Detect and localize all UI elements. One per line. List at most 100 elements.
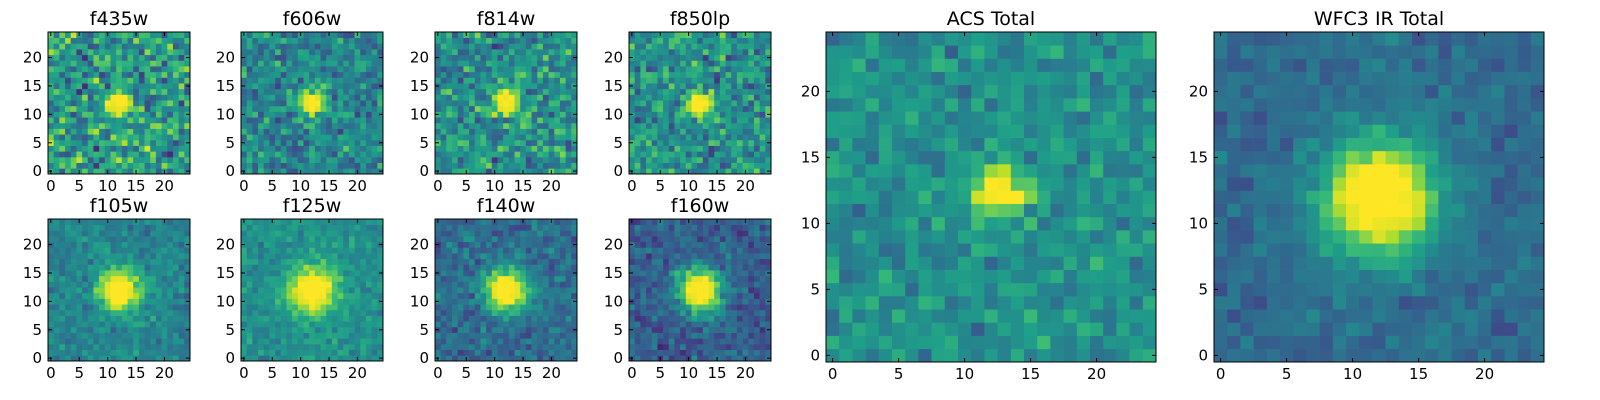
heatmap-cell [87, 128, 94, 135]
heatmap-cell [337, 281, 344, 288]
heatmap-cell [452, 321, 459, 328]
heatmap-cell [520, 37, 527, 44]
heatmap-cell [48, 264, 55, 271]
heatmap-cell [150, 145, 157, 152]
heatmap-cell [127, 66, 134, 73]
heatmap-cell [263, 224, 270, 231]
heatmap-cell [87, 71, 94, 78]
heatmap-cell [331, 32, 338, 39]
heatmap-cell [634, 168, 641, 175]
heatmap-cell [702, 275, 709, 282]
heatmap-cell [759, 275, 766, 282]
heatmap-cell [59, 270, 66, 277]
heatmap-cell [155, 275, 162, 282]
heatmap-cell [133, 83, 140, 90]
heatmap-cell [520, 332, 527, 339]
heatmap-cell [127, 241, 134, 248]
heatmap-cell [87, 83, 94, 90]
heatmap-cell [348, 145, 355, 152]
heatmap-cell [178, 156, 185, 163]
heatmap-cell [371, 83, 378, 90]
heatmap-cell [469, 355, 476, 362]
heatmap-cell [657, 66, 664, 73]
heatmap-cell [337, 230, 344, 237]
heatmap-cell [657, 145, 664, 152]
heatmap-cell [280, 94, 287, 101]
heatmap-cell [542, 343, 549, 350]
heatmap-cell [514, 253, 521, 260]
heatmap-cell [702, 156, 709, 163]
heatmap-cell [525, 338, 532, 345]
heatmap-cell [474, 219, 481, 226]
heatmap-cell [463, 270, 470, 277]
heatmap-cell [258, 71, 265, 78]
heatmap-cell [59, 77, 66, 84]
heatmap-cell [116, 321, 123, 328]
heatmap-cell [138, 230, 145, 237]
heatmap-cell [155, 100, 162, 107]
heatmap-cell [559, 151, 566, 158]
heatmap-cell [486, 100, 493, 107]
heatmap-cell [144, 117, 151, 124]
heatmap-cell [748, 309, 755, 316]
heatmap-cell [354, 162, 361, 169]
heatmap-cell [320, 298, 327, 305]
heatmap-cell [167, 219, 174, 226]
heatmap-cell [172, 275, 179, 282]
heatmap-cell [297, 134, 304, 141]
heatmap-cell [48, 94, 55, 101]
heatmap-cell [491, 162, 498, 169]
heatmap-cell [731, 77, 738, 84]
heatmap-cell [360, 230, 367, 237]
heatmap-cell [748, 111, 755, 118]
heatmap-cell [651, 83, 658, 90]
heatmap-cell [252, 168, 259, 175]
heatmap-cell [503, 134, 510, 141]
heatmap-cell [377, 32, 384, 39]
heatmap-cell [531, 151, 538, 158]
heatmap-cell [87, 230, 94, 237]
heatmap-cell [640, 139, 647, 146]
heatmap-cell [531, 145, 538, 152]
heatmap-cell [297, 258, 304, 265]
heatmap-cell [65, 32, 72, 39]
heatmap-cell [155, 332, 162, 339]
heatmap-cell [320, 83, 327, 90]
heatmap-cell [440, 224, 447, 231]
heatmap-cell [759, 77, 766, 84]
heatmap-cell [292, 236, 299, 243]
heatmap-cell [469, 258, 476, 265]
heatmap-cell [275, 355, 282, 362]
heatmap-cell [486, 258, 493, 265]
heatmap-cell [548, 43, 555, 50]
heatmap-cell [59, 66, 66, 73]
heatmap-cell [99, 168, 106, 175]
heatmap-cell [753, 332, 760, 339]
heatmap-cell [246, 88, 253, 95]
heatmap-cell [663, 355, 670, 362]
heatmap-cell [469, 264, 476, 271]
heatmap-cell [280, 151, 287, 158]
heatmap-cell [365, 270, 372, 277]
heatmap-cell [702, 343, 709, 350]
heatmap-cell [144, 224, 151, 231]
heatmap-cell [110, 168, 117, 175]
heatmap-cell [542, 139, 549, 146]
heatmap-cell [365, 304, 372, 311]
heatmap-cell [337, 253, 344, 260]
heatmap-cell [503, 236, 510, 243]
heatmap-cell [241, 145, 248, 152]
heatmap-cell [457, 241, 464, 248]
heatmap-cell [537, 264, 544, 271]
heatmap-cell [65, 94, 72, 101]
heatmap-cell [161, 247, 168, 254]
heatmap-cell [697, 49, 704, 56]
heatmap-cell [748, 156, 755, 163]
heatmap-cell [348, 253, 355, 260]
heatmap-cell [172, 139, 179, 146]
heatmap-cell [765, 156, 772, 163]
heatmap-cell [161, 162, 168, 169]
heatmap-cell [446, 66, 453, 73]
heatmap-cell [731, 105, 738, 112]
heatmap-cell [99, 139, 106, 146]
